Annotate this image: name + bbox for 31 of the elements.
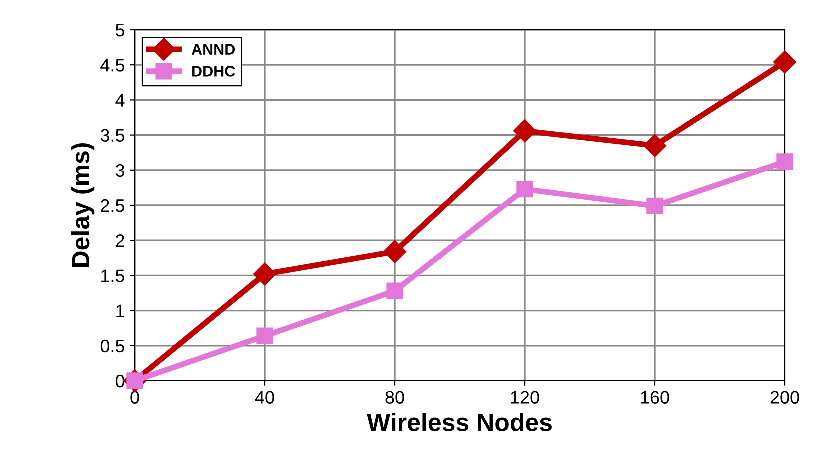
- y-tick-label: 0.5: [100, 340, 125, 353]
- x-tick-label: 0: [130, 391, 140, 404]
- y-tick-label: 4: [116, 94, 125, 107]
- point: [254, 262, 276, 286]
- y-tick-label: 5: [116, 24, 125, 37]
- x-axis-title: Wireless Nodes: [367, 413, 552, 432]
- point: [384, 240, 406, 264]
- y-tick-label: 4.5: [100, 59, 125, 72]
- point: [386, 282, 404, 300]
- y-tick-label: 1.5: [102, 270, 125, 282]
- y-tick-label: 3.5: [100, 129, 125, 142]
- point: [646, 198, 664, 215]
- x-tick-label: 120: [511, 391, 540, 404]
- x-tick-label: 40: [255, 391, 274, 404]
- point: [776, 154, 794, 170]
- legend-label: DDHC: [192, 66, 236, 77]
- y-tick-label: 2: [116, 234, 124, 248]
- y-tick-label: 0: [116, 374, 125, 388]
- point: [514, 120, 536, 143]
- y-tick-label: 3: [116, 164, 124, 178]
- point: [256, 328, 274, 344]
- legend-label: ANND: [192, 44, 236, 55]
- point: [516, 181, 534, 198]
- x-tick-label: 80: [386, 391, 404, 404]
- x-tick-label: 200: [770, 391, 800, 404]
- y-tick-label: 1: [116, 304, 124, 318]
- point: [644, 134, 666, 158]
- y-tick-label: 2.5: [101, 199, 125, 212]
- x-tick-label: 160: [641, 391, 670, 404]
- y-axis-title: Delay (ms): [71, 144, 95, 268]
- point: [774, 50, 796, 74]
